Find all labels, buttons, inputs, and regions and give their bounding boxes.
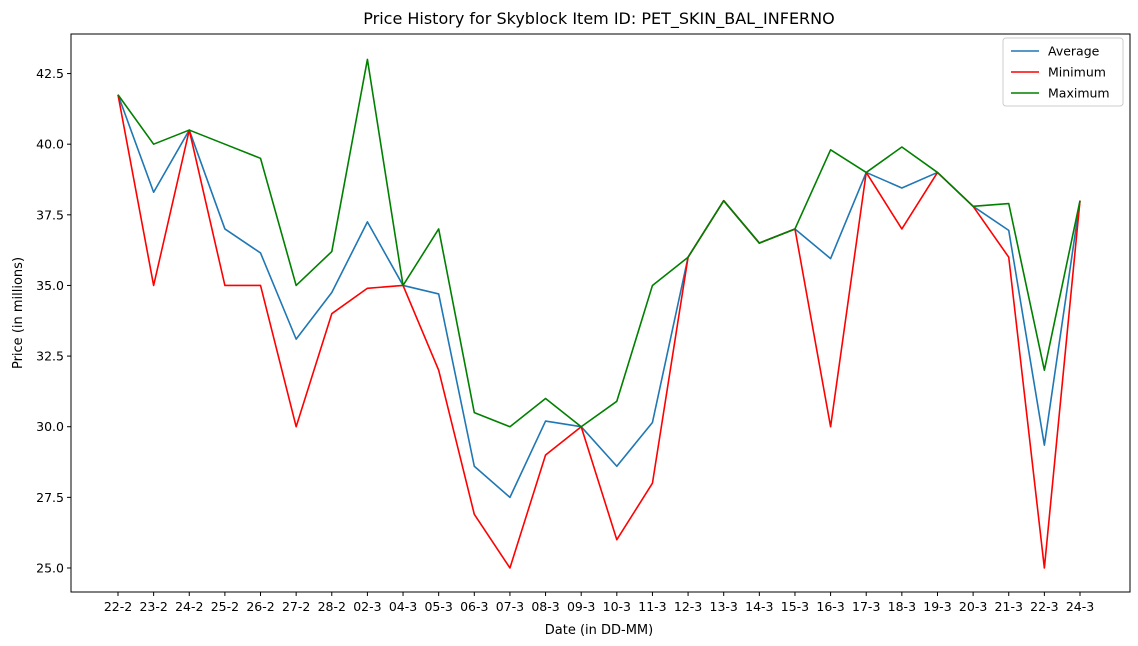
y-tick-label: 37.5: [36, 207, 64, 222]
series-lines: [117, 58, 1081, 569]
x-axis-label: Date (in DD-MM): [545, 623, 653, 638]
y-axis-ticks: 25.0 27.5 30.0 32.5 35.0 37.5 40.0 42.5: [36, 66, 71, 575]
x-tick-label: 16-3: [816, 599, 844, 614]
y-tick-label: 42.5: [36, 66, 64, 81]
plot-frame: [70, 33, 1131, 593]
legend: Average Minimum Maximum: [1002, 37, 1124, 107]
x-tick-label: 05-3: [424, 599, 452, 614]
y-tick-label: 25.0: [36, 560, 64, 575]
x-tick-label: 27-2: [282, 599, 310, 614]
x-tick-label: 08-3: [531, 599, 559, 614]
y-axis-label: Price (in millions): [11, 257, 26, 369]
x-tick-label: 19-3: [923, 599, 951, 614]
x-tick-label: 21-3: [995, 599, 1023, 614]
x-tick-label: 09-3: [567, 599, 595, 614]
series-line-average: [117, 94, 1081, 499]
series-line-minimum: [117, 94, 1081, 569]
legend-box: [1002, 37, 1124, 107]
x-tick-label: 18-3: [888, 599, 916, 614]
y-tick-label: 30.0: [36, 419, 64, 434]
x-tick-label: 13-3: [710, 599, 738, 614]
x-tick-label: 17-3: [852, 599, 880, 614]
y-tick-label: 32.5: [36, 349, 64, 364]
legend-label: Average: [1048, 44, 1100, 59]
x-tick-label: 04-3: [389, 599, 417, 614]
x-tick-label: 15-3: [781, 599, 809, 614]
y-tick-label: 40.0: [36, 137, 64, 152]
x-tick-label: 02-3: [353, 599, 381, 614]
y-tick-label: 27.5: [36, 490, 64, 505]
x-tick-label: 24-3: [1066, 599, 1094, 614]
x-tick-label: 14-3: [745, 599, 773, 614]
x-tick-label: 22-2: [104, 599, 132, 614]
x-tick-label: 12-3: [674, 599, 702, 614]
x-tick-label: 23-2: [139, 599, 167, 614]
legend-label: Minimum: [1048, 65, 1106, 80]
x-tick-label: 20-3: [959, 599, 987, 614]
x-tick-label: 07-3: [496, 599, 524, 614]
x-tick-label: 11-3: [638, 599, 666, 614]
series-line-maximum: [117, 58, 1081, 428]
x-tick-label: 10-3: [603, 599, 631, 614]
legend-label: Maximum: [1048, 86, 1110, 101]
x-tick-label: 26-2: [246, 599, 274, 614]
x-axis-ticks: 22-2 23-2 24-2 25-2 26-2 27-2 28-2 02-3 04-3 05-3…: [104, 592, 1094, 614]
chart-title: Price History for Skyblock Item ID: PET_…: [363, 9, 834, 29]
x-tick-label: 06-3: [460, 599, 488, 614]
x-tick-label: 25-2: [211, 599, 239, 614]
x-tick-label: 28-2: [318, 599, 346, 614]
plot-area: 25.0 27.5 30.0 32.5 35.0 37.5 40.0 42.5 22-2 23-…: [36, 33, 1131, 614]
y-tick-label: 35.0: [36, 278, 64, 293]
x-tick-label: 22-3: [1030, 599, 1058, 614]
x-tick-label: 24-2: [175, 599, 203, 614]
